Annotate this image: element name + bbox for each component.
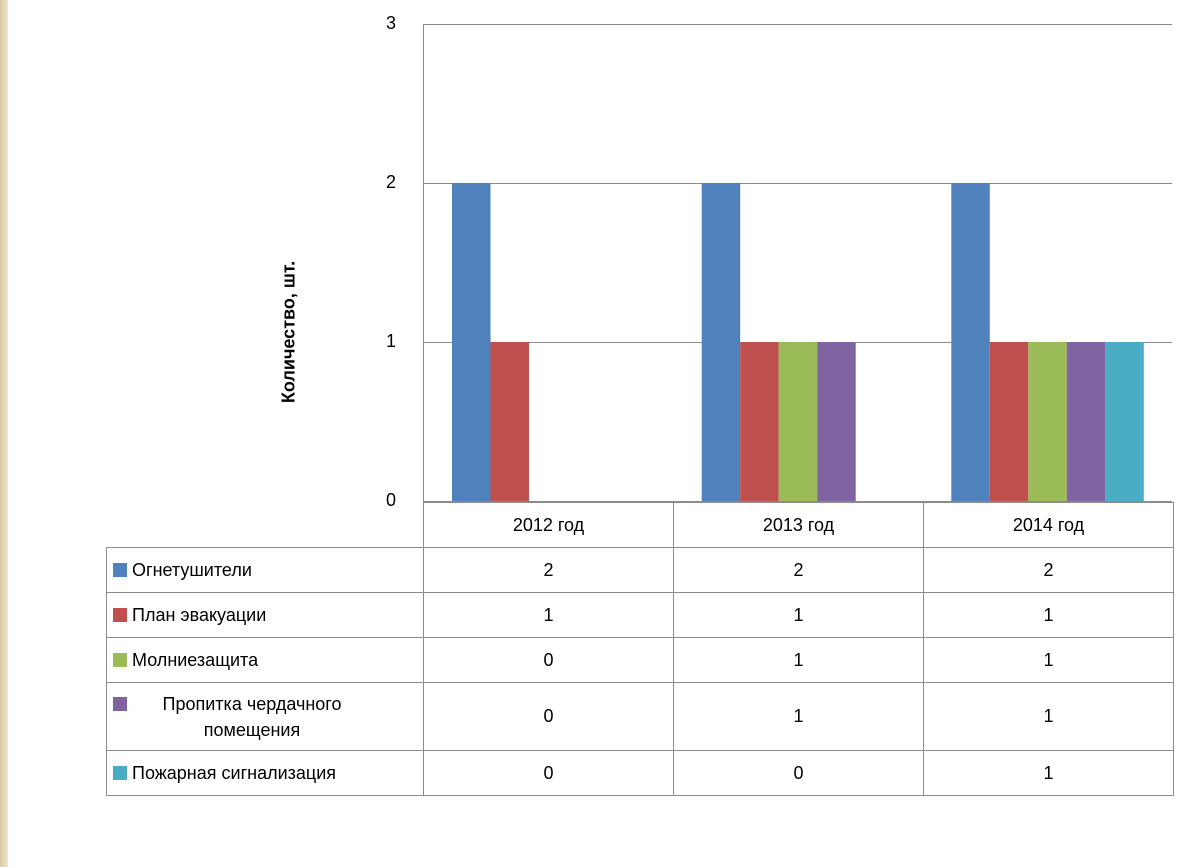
data-label: 0: [423, 682, 674, 751]
x-tick-2014: 2014 год: [923, 502, 1174, 548]
bar-2-2: [740, 342, 779, 501]
table-row: Огнетушители 2 2 2: [106, 547, 1174, 593]
data-label: 0: [673, 750, 924, 796]
y-tick-2: 2: [386, 172, 397, 192]
table-row: План эвакуации 1 1 1: [106, 592, 1174, 638]
bar-3-3: [1028, 342, 1067, 501]
gridline-2: [423, 183, 1172, 184]
data-label: 1: [673, 637, 924, 683]
y-axis-line: [423, 24, 424, 502]
bar-1-2: [490, 342, 529, 501]
legend-entry-plan-evakuatsii: План эвакуации: [106, 592, 424, 638]
data-label: 0: [423, 750, 674, 796]
table-row: Пожарная сигнализация 0 0 1: [106, 750, 1174, 796]
legend-label: Пропитка чердачного помещения: [162, 693, 342, 740]
x-tick-2013: 2013 год: [673, 502, 924, 548]
x-tick-2012: 2012 год: [423, 502, 674, 548]
y-tick-1: 1: [386, 331, 397, 351]
table-row: Пропитка чердачного помещения 0 1 1: [106, 682, 1174, 751]
legend-key-plan-evakuatsii: [113, 607, 127, 622]
legend-entry-molniezashchita: Молниезащита: [106, 637, 424, 683]
legend-label: Пожарная сигнализация: [132, 762, 337, 783]
bar-2-1: [701, 183, 741, 501]
data-label: 1: [673, 592, 924, 638]
page-left-border: [0, 0, 8, 867]
legend-key-pozharnaya-signalizatsiya: [113, 765, 127, 780]
bar-1-1: [452, 183, 491, 501]
data-label: 1: [923, 592, 1174, 638]
data-label: 2: [923, 547, 1174, 593]
legend-label: Огнетушители: [132, 559, 252, 580]
bar-2-3: [778, 342, 818, 501]
y-tick-3: 3: [386, 13, 397, 33]
legend-entry-propitka: Пропитка чердачного помещения: [106, 682, 424, 751]
table-row: Молниезащита 0 1 1: [106, 637, 1174, 683]
table-corner: [106, 502, 424, 548]
legend-entry-ognetushiteli: Огнетушители: [106, 547, 424, 593]
data-label: 0: [423, 637, 674, 683]
gridline-0: [423, 501, 1172, 502]
legend-key-propitka: [113, 696, 127, 711]
legend-label: План эвакуации: [132, 604, 267, 625]
data-label: 1: [923, 637, 1174, 683]
gridline-3: [423, 24, 1172, 25]
data-label: 1: [923, 682, 1174, 751]
bar-3-2: [989, 342, 1029, 501]
data-label: 2: [423, 547, 674, 593]
data-table: 2012 год 2013 год 2014 год Огнетушители …: [106, 502, 1174, 796]
bar-2-4: [817, 342, 856, 501]
bar-3-5: [1105, 342, 1144, 501]
table-header-row: 2012 год 2013 год 2014 год: [106, 502, 1174, 548]
bar-3-4: [1066, 342, 1106, 501]
data-label: 2: [673, 547, 924, 593]
y-tick-0: 0: [386, 490, 397, 510]
bar-3-1: [951, 183, 990, 501]
data-label: 1: [673, 682, 924, 751]
data-label: 1: [923, 750, 1174, 796]
data-label: 1: [423, 592, 674, 638]
legend-key-molniezashchita: [113, 652, 127, 667]
legend-entry-pozharnaya-signalizatsiya: Пожарная сигнализация: [106, 750, 424, 796]
y-axis-title: Количество, шт.: [278, 260, 299, 404]
legend-key-ognetushiteli: [113, 562, 127, 577]
legend-label: Молниезащита: [132, 649, 259, 670]
